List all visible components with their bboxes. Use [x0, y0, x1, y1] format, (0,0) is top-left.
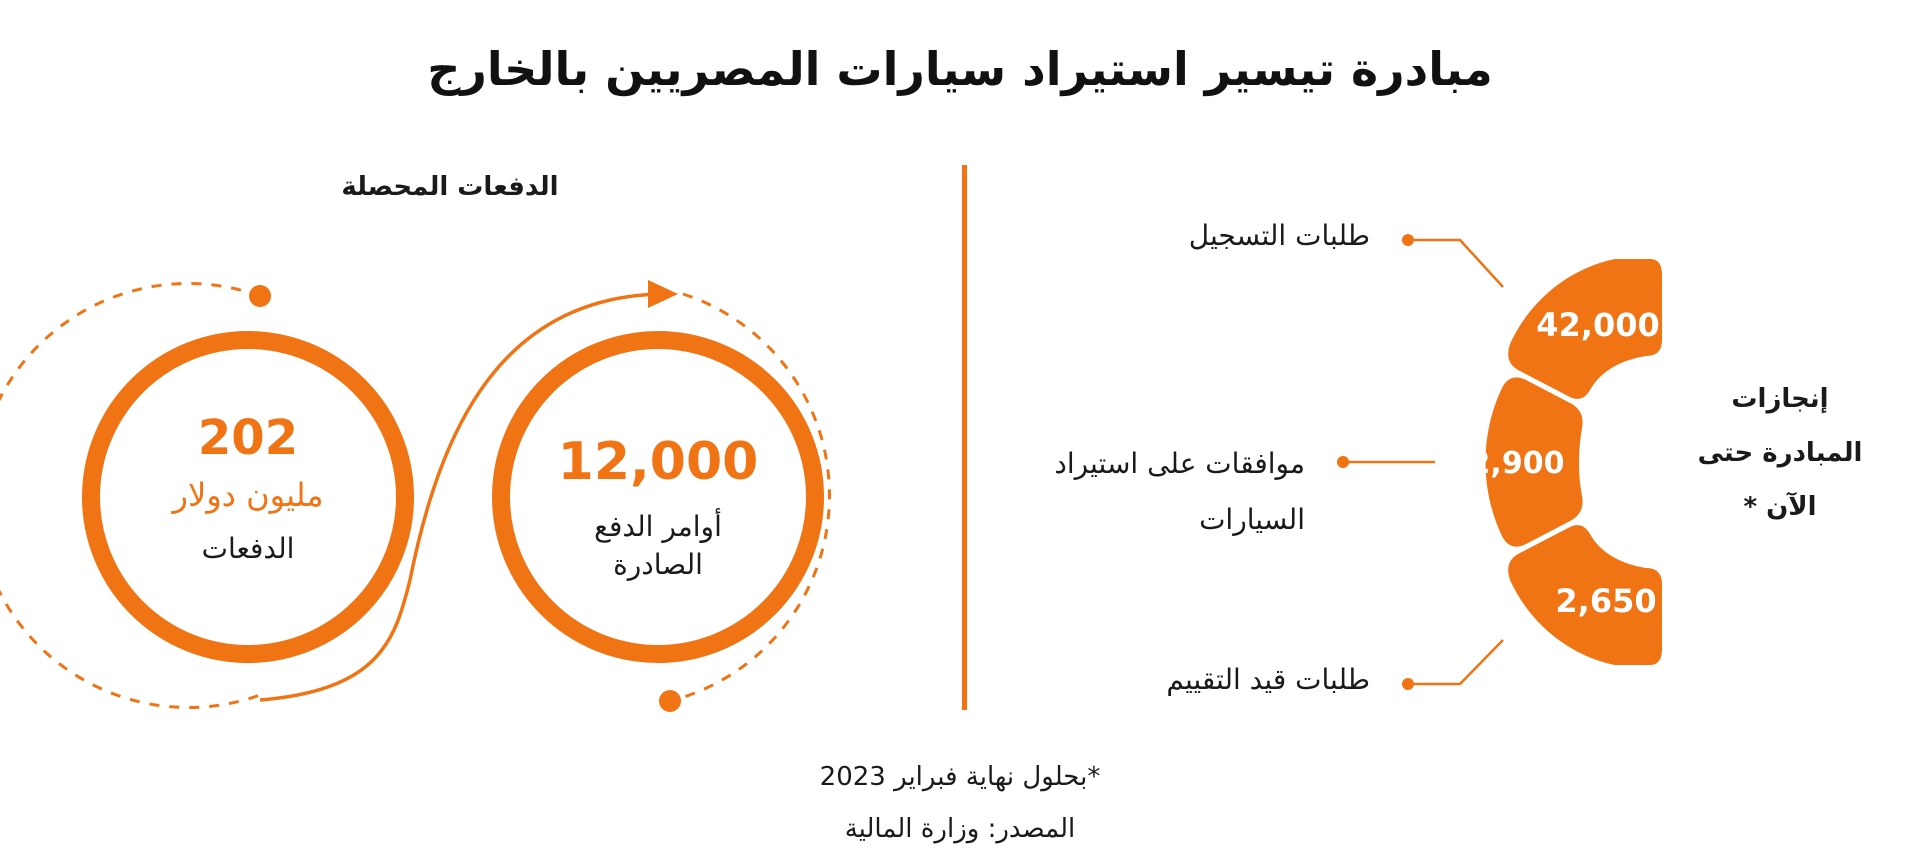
approvals-label-line2: السيارات [1199, 503, 1305, 536]
connector-evaluation [1408, 639, 1504, 686]
payments-heading: الدفعات المحصلة [341, 172, 559, 202]
achievements-heading-line1: إنجازات [1731, 384, 1829, 414]
payments-unit: مليون دولار [172, 476, 324, 514]
orders-ring [492, 331, 824, 663]
approvals-label-line1: موافقات على استيراد [1054, 447, 1305, 480]
achievements-graphic [1337, 234, 1662, 690]
dashed-arc-right [669, 292, 831, 703]
dot-top [249, 285, 271, 307]
footnote: *بحلول نهاية فبراير 2023 [819, 762, 1101, 792]
dashed-arc-left [0, 282, 261, 709]
segment-registration [1508, 259, 1662, 399]
achievements-heading: إنجازات المبادرة حتى الآن * [1660, 372, 1900, 534]
orders-value: 12,000 [557, 432, 759, 492]
evaluation-value: 2,650 [1555, 582, 1657, 620]
payments-graphic [0, 280, 831, 712]
section-divider [962, 165, 967, 710]
approvals-label: موافقات على استيراد السيارات [980, 436, 1305, 548]
achievements-heading-line2: المبادرة حتى [1697, 438, 1863, 468]
payments-value: 202 [197, 410, 299, 466]
segment-approvals [1485, 377, 1583, 547]
evaluation-label: طلبات قيد التقييم [1166, 663, 1370, 696]
approvals-value: 2,900 [1469, 446, 1565, 481]
connector-registration [1408, 238, 1504, 288]
arrow-head-icon [648, 280, 678, 308]
payments-ring [82, 331, 414, 663]
segment-evaluation [1508, 525, 1662, 665]
connector-curve-lower [259, 579, 412, 702]
source: المصدر: وزارة المالية [844, 814, 1076, 844]
registration-label: طلبات التسجيل [1188, 219, 1370, 252]
registration-value: 42,000 [1536, 306, 1660, 344]
achievements-heading-line3: الآن * [1743, 492, 1817, 522]
orders-label-line2: الصادرة [613, 548, 703, 581]
orders-label-line1: أوامر الدفع [594, 510, 722, 543]
page-title: مبادرة تيسير استيراد سيارات المصريين بال… [427, 42, 1493, 96]
dot-bottom [659, 690, 681, 712]
orders-label: أوامر الدفع الصادرة [558, 508, 758, 584]
payments-label: الدفعات [201, 532, 295, 565]
connector-curve [408, 292, 661, 581]
